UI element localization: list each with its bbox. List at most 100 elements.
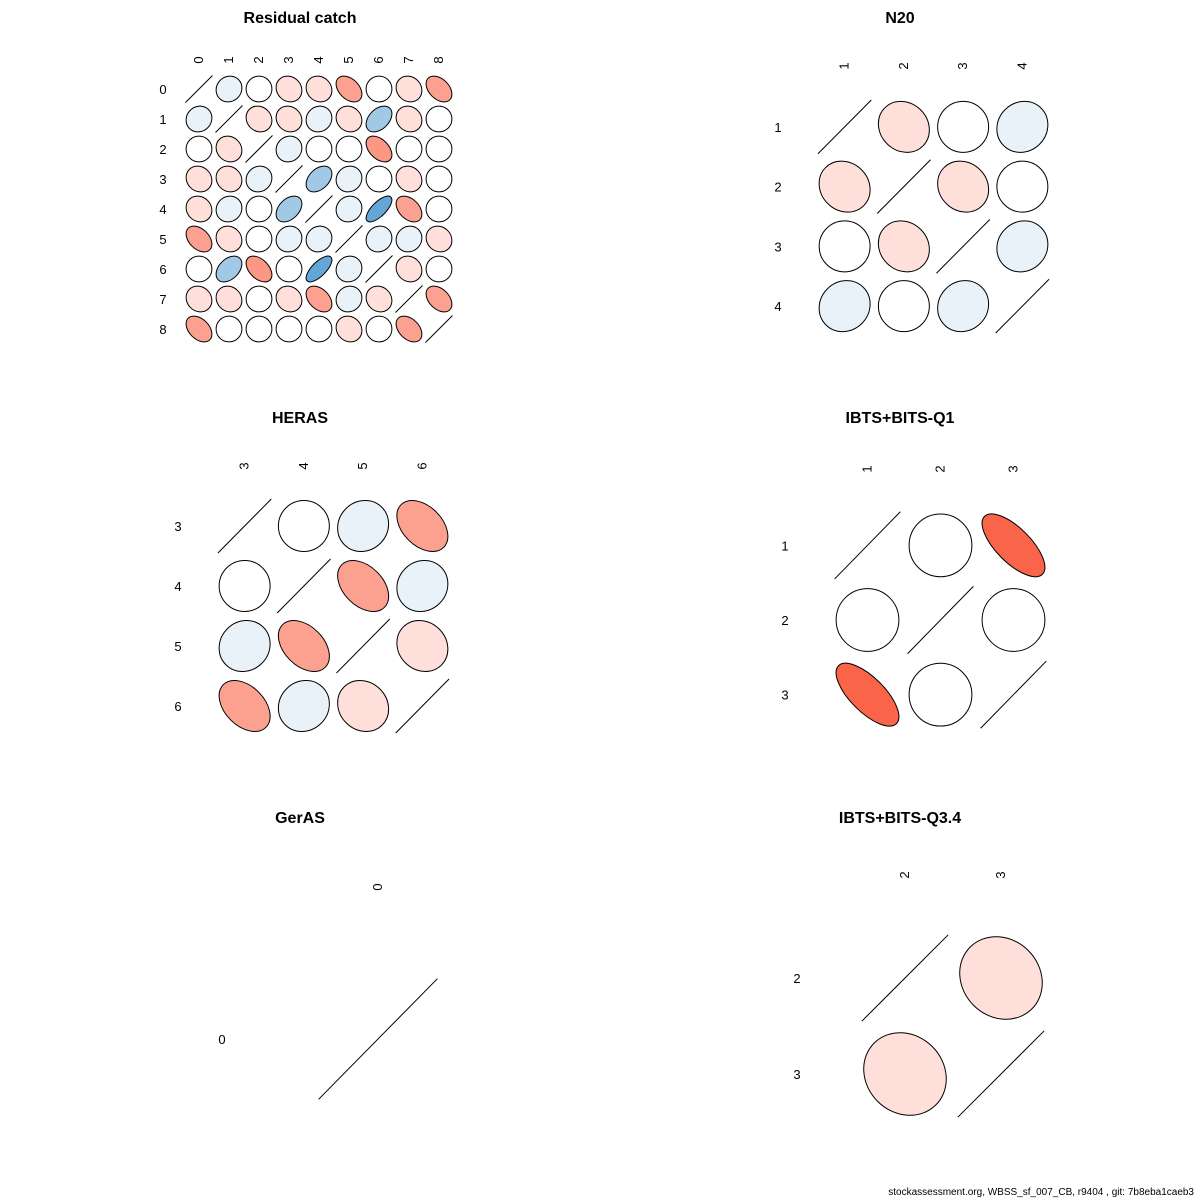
correlation-ellipse [425, 165, 453, 193]
correlation-ellipse [245, 225, 273, 253]
correlation-ellipse [937, 160, 990, 213]
diagonal-mark [995, 278, 1050, 334]
diagonal-mark [936, 219, 991, 274]
correlation-ellipse [395, 255, 423, 283]
correlation-ellipse [305, 135, 333, 163]
correlation-ellipse [275, 285, 303, 313]
diagonal-mark [395, 678, 450, 734]
correlation-ellipse [395, 75, 423, 103]
diagonal-mark [365, 255, 393, 283]
col-tick-label: 3 [1006, 465, 1021, 472]
row-tick-label: 3 [159, 172, 166, 187]
panel-title-3: IBTS+BITS-Q1 [846, 410, 955, 427]
diagonal-mark [834, 511, 901, 580]
correlation-ellipse [337, 680, 390, 732]
col-tick-label: 3 [993, 871, 1008, 878]
correlation-ellipse [395, 225, 423, 253]
correlation-ellipse [937, 100, 990, 153]
correlation-ellipse [185, 225, 213, 253]
correlation-ellipse [275, 225, 303, 253]
row-tick-label: 2 [781, 613, 788, 628]
correlation-ellipse [337, 500, 390, 552]
diagonal-mark [185, 75, 213, 103]
col-tick-label: 1 [837, 62, 852, 69]
row-tick-label: 7 [159, 292, 166, 307]
correlation-ellipse [981, 513, 1046, 578]
col-tick-label: 2 [897, 871, 912, 878]
diagonal-mark [861, 934, 949, 1022]
correlation-ellipse [275, 135, 303, 163]
diagonal-mark [217, 498, 272, 554]
correlation-ellipse [365, 135, 393, 163]
correlation-ellipse [337, 560, 390, 612]
correlation-ellipse [335, 135, 363, 163]
correlation-ellipse [818, 280, 871, 333]
diagonal-mark [275, 165, 303, 193]
col-tick-label: 5 [341, 56, 356, 63]
correlation-ellipse [305, 225, 333, 253]
diagonal-mark [305, 195, 333, 223]
col-tick-label: 4 [311, 56, 326, 63]
correlation-ellipse [996, 220, 1049, 273]
col-tick-label: 2 [896, 62, 911, 69]
correlation-ellipse [395, 105, 423, 133]
footer-note: stockassessment.org, WBSS_sf_007_CB, r94… [888, 1187, 1194, 1198]
row-tick-label: 3 [174, 519, 181, 534]
correlation-ellipse [215, 255, 243, 283]
col-tick-label: 0 [370, 883, 385, 890]
correlation-ellipse [218, 680, 271, 732]
col-tick-label: 1 [221, 56, 236, 63]
row-tick-label: 6 [159, 262, 166, 277]
correlation-ellipse [818, 220, 871, 273]
correlation-ellipse [275, 255, 303, 283]
correlation-ellipse [425, 75, 453, 103]
correlation-ellipse [305, 315, 333, 343]
correlation-ellipse [245, 195, 273, 223]
correlation-ellipse [305, 165, 333, 193]
col-tick-label: 6 [414, 462, 429, 469]
correlation-ellipse [218, 620, 271, 672]
row-tick-label: 0 [159, 82, 166, 97]
correlation-ellipse [425, 195, 453, 223]
correlation-ellipse [245, 105, 273, 133]
row-tick-label: 2 [159, 142, 166, 157]
correlation-ellipse [335, 105, 363, 133]
diagonal-mark [876, 159, 931, 214]
correlation-ellipse [215, 75, 243, 103]
diagonal-mark [318, 978, 438, 1100]
correlation-ellipse [215, 225, 243, 253]
col-tick-label: 3 [281, 56, 296, 63]
panel-title-2: HERAS [272, 410, 328, 427]
correlation-ellipse [277, 620, 330, 672]
correlation-ellipse [996, 160, 1049, 213]
correlation-ellipse [215, 285, 243, 313]
col-tick-label: 4 [1014, 62, 1029, 69]
correlation-ellipse [981, 588, 1046, 652]
correlation-ellipse [275, 75, 303, 103]
diagonal-mark [276, 558, 331, 614]
row-tick-label: 4 [774, 299, 781, 314]
col-tick-label: 3 [955, 62, 970, 69]
correlation-ellipse [908, 513, 973, 578]
correlation-ellipse [365, 315, 393, 343]
diagonal-mark [215, 105, 243, 133]
correlation-ellipse [245, 75, 273, 103]
correlation-ellipse [365, 105, 393, 133]
correlation-ellipse [245, 255, 273, 283]
panel-title-0: Residual catch [244, 10, 357, 27]
correlation-ellipse [365, 75, 393, 103]
correlation-ellipse [335, 195, 363, 223]
correlation-ellipse [395, 165, 423, 193]
row-tick-label: 1 [781, 538, 788, 553]
correlation-ellipse [959, 936, 1043, 1020]
correlation-ellipse [185, 255, 213, 283]
row-tick-label: 4 [174, 579, 181, 594]
panel-title-1: N20 [885, 10, 914, 27]
correlation-ellipse [335, 285, 363, 313]
correlation-ellipse [365, 165, 393, 193]
diagonal-mark [980, 660, 1047, 729]
row-tick-label: 1 [159, 112, 166, 127]
col-tick-label: 6 [371, 56, 386, 63]
correlation-ellipse [396, 620, 449, 672]
